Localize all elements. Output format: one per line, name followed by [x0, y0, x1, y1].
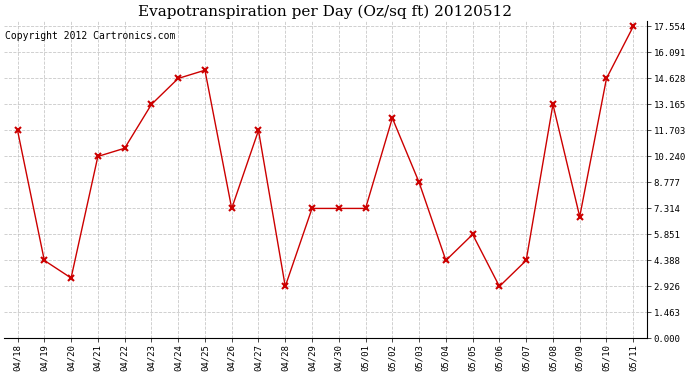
Title: Evapotranspiration per Day (Oz/sq ft) 20120512: Evapotranspiration per Day (Oz/sq ft) 20…	[139, 4, 513, 18]
Text: Copyright 2012 Cartronics.com: Copyright 2012 Cartronics.com	[6, 31, 176, 40]
